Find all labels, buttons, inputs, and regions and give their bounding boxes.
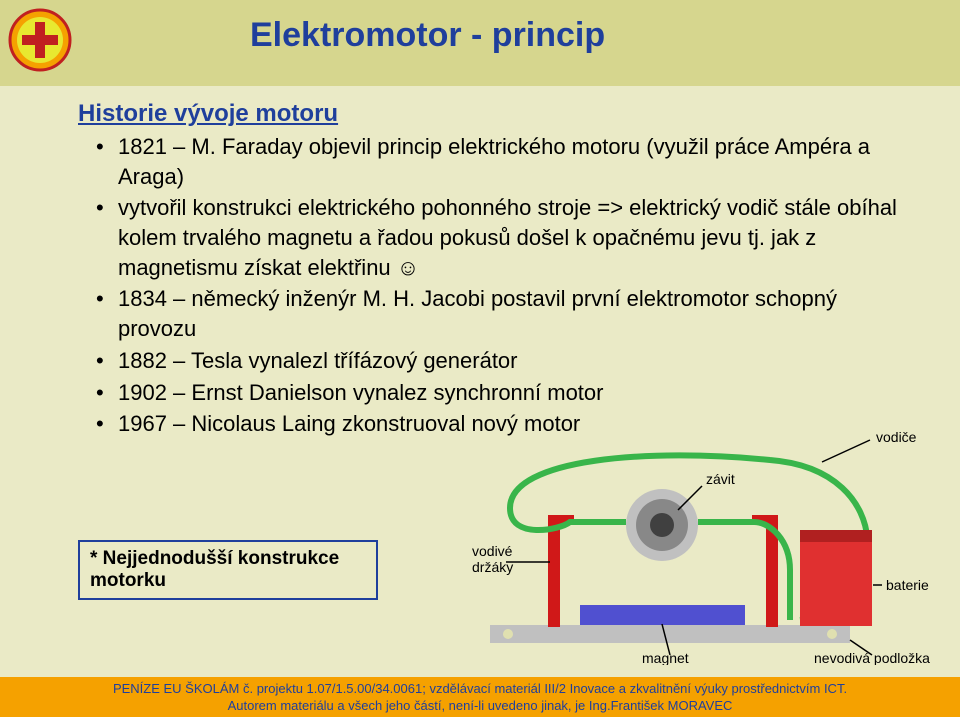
svg-text:vodivé: vodivé (472, 543, 513, 559)
list-item: 1882 – Tesla vynalezl třífázový generáto… (96, 346, 898, 376)
svg-text:nevodivá podložka: nevodivá podložka (814, 650, 930, 665)
history-list: 1821 – M. Faraday objevil princip elektr… (78, 132, 898, 439)
list-item: 1902 – Ernst Danielson vynalez synchronn… (96, 378, 898, 408)
svg-text:baterie: baterie (886, 577, 929, 593)
svg-text:vodiče: vodiče (876, 430, 917, 445)
list-item: vytvořil konstrukci elektrického pohonné… (96, 193, 898, 282)
svg-text:držáky: držáky (472, 559, 513, 575)
content-area: Historie vývoje motoru 1821 – M. Faraday… (78, 100, 898, 441)
logo (8, 8, 72, 72)
footer-line-1: PENÍZE EU ŠKOLÁM č. projektu 1.07/1.5.00… (0, 681, 960, 698)
footer-line-2: Autorem materiálu a všech jeho částí, ne… (0, 698, 960, 715)
svg-text:magnet: magnet (642, 650, 689, 665)
list-item: 1834 – německý inženýr M. H. Jacobi post… (96, 284, 898, 343)
footnote-box: * Nejjednodušší konstrukce motorku (78, 540, 378, 600)
motor-diagram: vodiče závit vodivé držáky baterie magne… (470, 430, 940, 665)
footer: PENÍZE EU ŠKOLÁM č. projektu 1.07/1.5.00… (0, 677, 960, 717)
list-item: 1821 – M. Faraday objevil princip elektr… (96, 132, 898, 191)
page-title: Elektromotor - princip (250, 16, 605, 55)
svg-text:závit: závit (706, 471, 735, 487)
section-heading: Historie vývoje motoru (78, 100, 898, 128)
